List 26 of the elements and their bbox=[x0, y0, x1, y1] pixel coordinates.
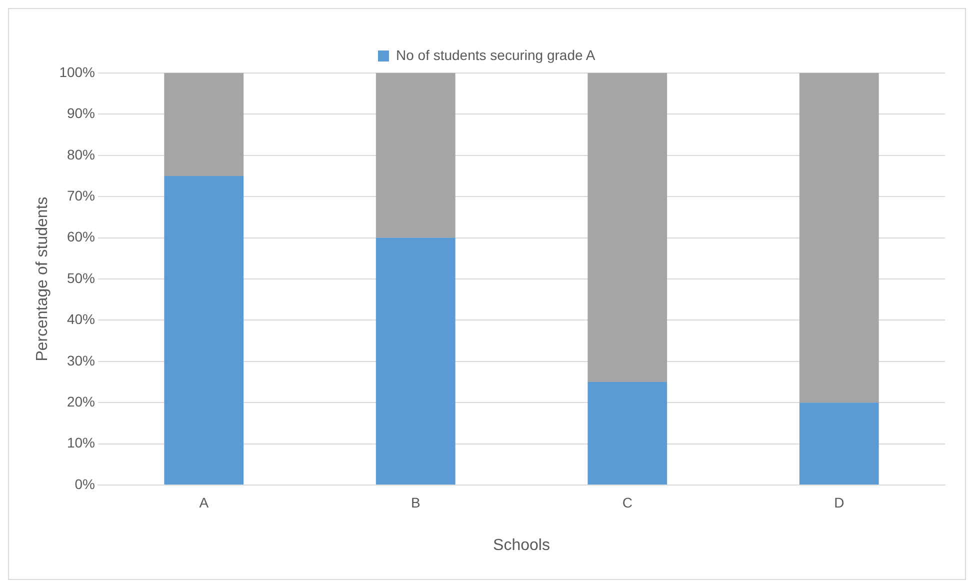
y-tick-label: 60% bbox=[66, 228, 96, 245]
bar bbox=[588, 382, 668, 484]
y-tick-label: 50% bbox=[66, 270, 96, 286]
x-axis-title: Schools bbox=[493, 536, 550, 554]
y-tick-label: 100% bbox=[59, 64, 96, 80]
bar bbox=[376, 238, 456, 484]
x-tick-label: D bbox=[834, 494, 844, 510]
x-tick-label: A bbox=[199, 494, 210, 510]
x-tick-label: C bbox=[622, 494, 632, 510]
bar bbox=[799, 402, 879, 484]
bar bbox=[164, 73, 244, 176]
bar bbox=[799, 73, 879, 403]
y-tick-label: 90% bbox=[66, 105, 96, 122]
y-tick-label: 80% bbox=[66, 146, 96, 162]
legend-label: No of students securing grade A bbox=[396, 46, 596, 63]
x-tick-label: B bbox=[410, 494, 420, 510]
bar bbox=[376, 73, 456, 238]
bar bbox=[164, 176, 244, 484]
y-tick-label: 70% bbox=[66, 187, 96, 204]
y-tick-label: 20% bbox=[66, 393, 96, 410]
y-tick-label: 10% bbox=[66, 434, 96, 451]
y-axis-title: Percentage of students bbox=[34, 196, 52, 362]
y-tick-label: 0% bbox=[74, 476, 96, 492]
y-tick-label: 40% bbox=[66, 311, 96, 328]
bar bbox=[588, 73, 668, 382]
y-tick-label: 30% bbox=[66, 352, 96, 368]
